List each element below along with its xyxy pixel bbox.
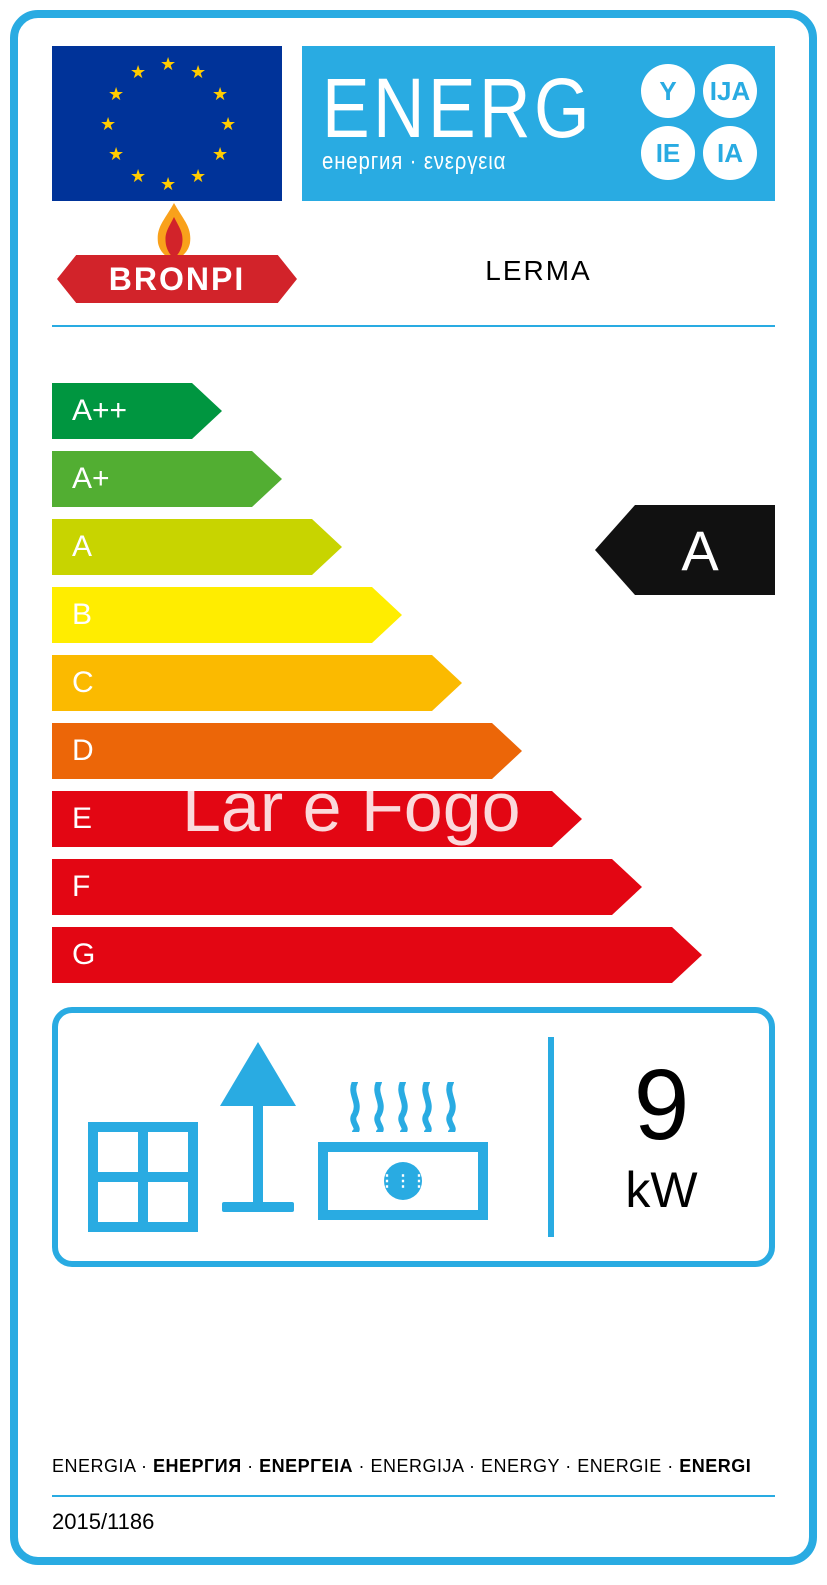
energy-langs: ENERGIA · ЕНЕРГИЯ · ΕΝΕΡΓΕΙΑ · ENERGIJA … (52, 1456, 775, 1495)
brand-name: BRONPI (57, 255, 297, 303)
star-icon: ★ (108, 147, 122, 161)
lamp-icon (218, 1042, 298, 1232)
star-icon: ★ (100, 117, 114, 131)
power-value: 9 (584, 1055, 739, 1155)
heat-wave-icon (371, 1082, 387, 1132)
star-icon: ★ (160, 177, 174, 191)
flame-icon (144, 203, 204, 259)
eu-flag: ★ ★ ★ ★ ★ ★ ★ ★ ★ ★ ★ ★ (52, 46, 282, 201)
star-icon: ★ (190, 169, 204, 183)
heater-icon: ⋮⋮⋮ (318, 1082, 488, 1232)
efficiency-class-arrow: D (52, 723, 522, 779)
power-unit: kW (584, 1161, 739, 1219)
energy-label-card: ★ ★ ★ ★ ★ ★ ★ ★ ★ ★ ★ ★ ENERG енергия · ενεργεια YI… (10, 10, 817, 1565)
star-icon: ★ (130, 169, 144, 183)
star-icon: ★ (212, 87, 226, 101)
heat-wave-icon (395, 1082, 411, 1132)
heating-icons: ⋮⋮⋮ (88, 1042, 488, 1232)
efficiency-class-arrow: A+ (52, 451, 282, 507)
model-name: LERMA (302, 255, 775, 287)
power-text: 9 kW (584, 1055, 739, 1219)
efficiency-class-arrow: A (52, 519, 342, 575)
efficiency-class-arrow: C (52, 655, 462, 711)
heat-wave-icon (419, 1082, 435, 1132)
brand-row: BRONPI LERMA (52, 231, 775, 327)
energ-suffix-circle: IE (641, 126, 695, 180)
energ-circles: YIJAIEIA (641, 64, 757, 180)
efficiency-class-arrow: G (52, 927, 702, 983)
efficiency-class-arrow: E (52, 791, 582, 847)
energ-suffix-circle: IJA (703, 64, 757, 118)
star-icon: ★ (108, 87, 122, 101)
star-icon: ★ (160, 57, 174, 71)
efficiency-class-arrow: F (52, 859, 642, 915)
energ-suffix-circle: IA (703, 126, 757, 180)
efficiency-class-arrow: A++ (52, 383, 222, 439)
window-icon (88, 1122, 198, 1232)
eu-stars: ★ ★ ★ ★ ★ ★ ★ ★ ★ ★ ★ ★ (102, 59, 232, 189)
star-icon: ★ (212, 147, 226, 161)
energ-block: ENERG енергия · ενεργεια YIJAIEIA (302, 46, 775, 201)
star-icon: ★ (130, 65, 144, 79)
star-icon: ★ (220, 117, 234, 131)
divider (548, 1037, 554, 1237)
efficiency-class-arrow: B (52, 587, 402, 643)
heat-wave-icon (347, 1082, 363, 1132)
footer: ENERGIA · ЕНЕРГИЯ · ΕΝΕΡΓΕΙΑ · ENERGIJA … (52, 1456, 775, 1535)
efficiency-scale: A++A+ABCDEFGALar e Fogo (52, 383, 775, 983)
energ-sub: енергия · ενεργεια (322, 148, 593, 176)
energ-suffix-circle: Y (641, 64, 695, 118)
brand-logo: BRONPI (52, 231, 302, 311)
header-row: ★ ★ ★ ★ ★ ★ ★ ★ ★ ★ ★ ★ ENERG енергия · ενεργεια YI… (52, 46, 775, 201)
energ-word: ENERG (322, 71, 593, 147)
star-icon: ★ (190, 65, 204, 79)
power-box: ⋮⋮⋮ 9 kW (52, 1007, 775, 1267)
heat-wave-icon (443, 1082, 459, 1132)
regulation: 2015/1186 (52, 1495, 775, 1535)
